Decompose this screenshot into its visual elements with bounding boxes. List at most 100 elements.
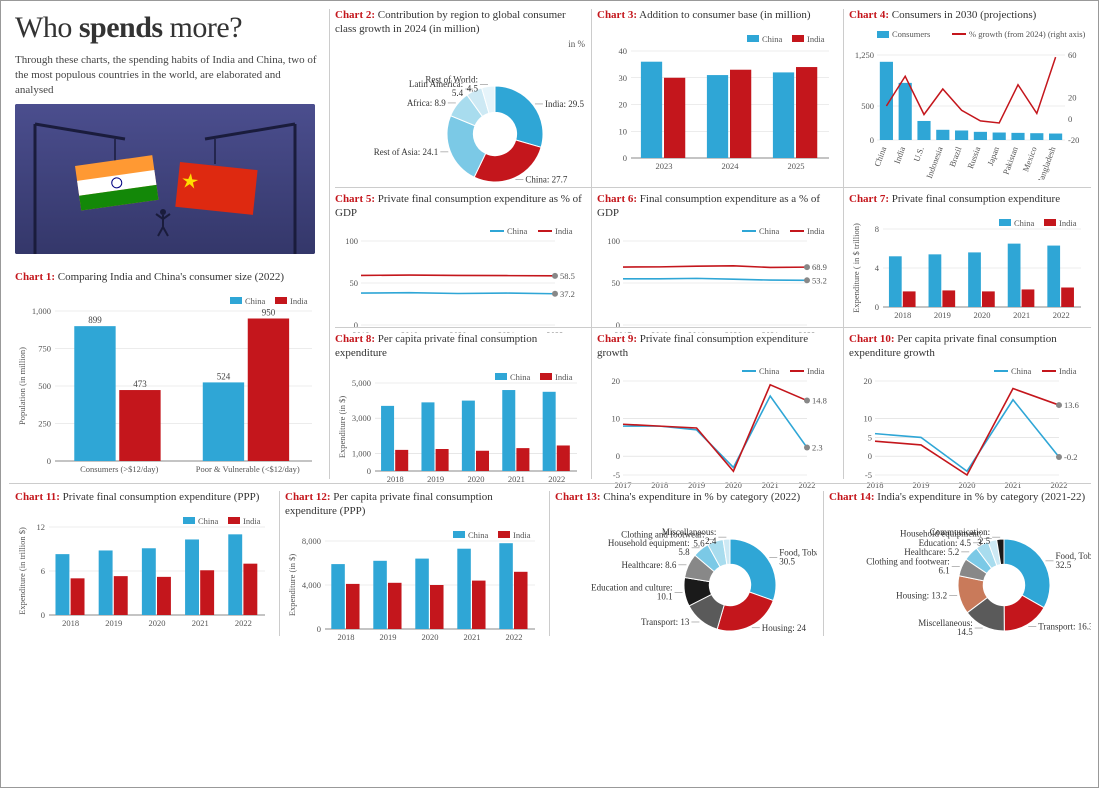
svg-text:2.4: 2.4 [705,536,717,546]
svg-text:60: 60 [1068,50,1077,60]
svg-text:2018: 2018 [62,618,79,628]
svg-text:32.5: 32.5 [1055,560,1071,570]
svg-text:5.6: 5.6 [693,538,705,548]
svg-text:1,000: 1,000 [32,306,51,316]
chart4-svg: 05001,250-2002060ChinaIndiaU.S.Indonesia… [849,25,1089,180]
svg-text:10: 10 [612,413,621,423]
page: Who spends more? Through these charts, t… [1,1,1099,789]
svg-text:2021: 2021 [464,632,481,642]
svg-text:China: China [1014,218,1035,228]
divider-h1 [9,483,1091,484]
chart7-svg: 04820182019202020212022Expenditure ( in … [849,209,1089,329]
svg-text:500: 500 [861,101,874,111]
svg-text:India: India [555,372,573,382]
svg-text:12: 12 [37,522,46,532]
svg-text:China: China [759,226,780,236]
svg-text:Healthcare: 5.2: Healthcare: 5.2 [904,547,959,557]
chart13-svg: Food, Tobacco:30.5Housing: 24Transport: … [555,507,817,652]
svg-text:0: 0 [623,153,627,163]
chart12-svg: 04,0008,00020182019202020212022Expenditu… [285,521,543,651]
svg-text:6: 6 [41,566,45,576]
chart11-title: Chart 11: Private final consumption expe… [15,491,273,505]
svg-text:2020: 2020 [974,310,991,320]
chart5-panel: Chart 5: Private final consumption expen… [335,193,585,348]
svg-text:Transport: 16.3: Transport: 16.3 [1038,621,1091,631]
svg-text:2019: 2019 [688,480,705,490]
svg-text:Poor & Vulnerable (<$12/day): Poor & Vulnerable (<$12/day) [196,464,300,474]
svg-text:Expenditure (in $): Expenditure (in $) [287,553,297,615]
svg-text:Expenditure ( in $ trillion): Expenditure ( in $ trillion) [851,223,861,313]
svg-text:5: 5 [868,432,872,442]
svg-text:India: 29.5: India: 29.5 [545,98,584,108]
svg-text:India: India [243,516,261,526]
chart10-svg: -505102020182019202020212022-0.213.6Chin… [849,363,1089,493]
svg-text:50: 50 [612,278,621,288]
svg-text:China: China [759,366,780,376]
svg-text:China: China [198,516,219,526]
svg-text:2024: 2024 [722,161,740,171]
svg-text:2.5: 2.5 [979,536,991,546]
chart10-panel: Chart 10: Per capita private final consu… [849,333,1089,498]
svg-text:U.S.: U.S. [911,145,926,163]
chart8-title: Chart 8: Per capita private final consum… [335,333,585,361]
svg-text:2018: 2018 [338,632,355,642]
svg-text:Housing: 13.2: Housing: 13.2 [896,590,947,600]
svg-text:2.3: 2.3 [812,442,823,452]
svg-text:0: 0 [354,320,358,330]
svg-text:0: 0 [616,320,620,330]
svg-text:8,000: 8,000 [302,536,321,546]
page-subtitle: Through these charts, the spending habit… [15,53,320,98]
svg-text:0: 0 [367,466,371,476]
svg-text:5,000: 5,000 [352,378,371,388]
svg-text:Healthcare: 8.6: Healthcare: 8.6 [621,560,676,570]
svg-text:0: 0 [317,624,321,634]
svg-text:2018: 2018 [651,480,668,490]
chart10-title: Chart 10: Per capita private final consu… [849,333,1089,361]
svg-text:India: India [807,226,825,236]
svg-text:2019: 2019 [427,474,444,484]
svg-text:2021: 2021 [762,480,779,490]
svg-text:China: China [510,372,531,382]
chart2-panel: Chart 2: Contribution by region to globa… [335,9,585,204]
svg-text:Russia: Russia [965,145,982,170]
chart14-panel: Chart 14: India's expenditure in % by ca… [829,491,1091,657]
divider-h3 [335,327,1091,328]
svg-text:899: 899 [88,315,102,325]
chart1-panel: Chart 1: Comparing India and China's con… [15,271,320,492]
svg-text:Japan: Japan [985,144,1001,166]
svg-text:2020: 2020 [422,632,439,642]
svg-text:1,000: 1,000 [352,448,371,458]
chart9-svg: -5010202017201820192020202120222.314.8Ch… [597,363,837,493]
svg-text:20: 20 [864,376,873,386]
svg-text:Indonesia: Indonesia [924,145,945,180]
svg-text:India: India [290,296,308,306]
svg-text:Expenditure (in $): Expenditure (in $) [337,395,347,457]
divider-v6 [823,491,824,636]
svg-text:14.5: 14.5 [957,627,973,637]
svg-text:Housing: 24: Housing: 24 [762,623,807,633]
svg-text:China: China [872,145,888,168]
svg-text:6.1: 6.1 [939,565,950,575]
svg-text:20: 20 [619,99,628,109]
svg-text:2022: 2022 [799,480,816,490]
svg-text:0: 0 [1068,114,1072,124]
svg-text:Population (in million): Population (in million) [17,347,27,425]
svg-text:India: India [1059,366,1077,376]
svg-text:Transport: 13: Transport: 13 [641,617,690,627]
svg-text:India: India [807,34,825,44]
svg-text:Consumers (>$12/day): Consumers (>$12/day) [80,464,158,474]
svg-text:37.2: 37.2 [560,288,575,298]
svg-text:Clothing and footwear:: Clothing and footwear: [866,556,949,566]
svg-text:Brazil: Brazil [947,144,964,168]
chart8-panel: Chart 8: Per capita private final consum… [335,333,585,498]
chart3-title: Chart 3: Addition to consumer base (in m… [597,9,837,23]
svg-text:China: 27.7: China: 27.7 [525,174,567,184]
svg-text:2018: 2018 [867,480,884,490]
divider-v5 [549,491,550,636]
chart12-title: Chart 12: Per capita private final consu… [285,491,543,519]
svg-text:5.4: 5.4 [452,88,464,98]
title-pre: Who [15,11,79,44]
chart2-unit: in % [335,39,585,49]
svg-text:14.8: 14.8 [812,395,827,405]
chart2-svg: India: 29.5China: 27.7Rest of Asia: 24.1… [335,49,585,199]
